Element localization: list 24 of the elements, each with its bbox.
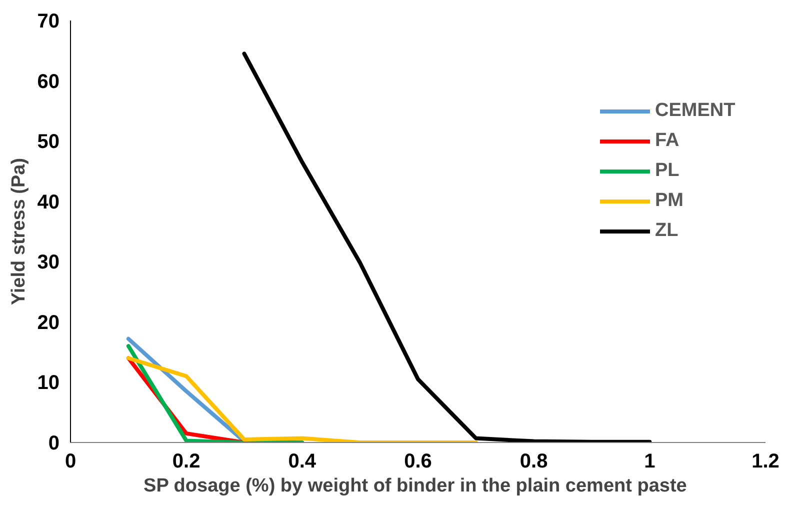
y-tick-label: 70 xyxy=(37,10,60,32)
legend-label: ZL xyxy=(655,220,678,242)
y-tick-label: 40 xyxy=(37,191,60,214)
x-tick-label: 0.4 xyxy=(288,450,317,472)
y-tick-label: 60 xyxy=(37,70,60,93)
legend-label: PL xyxy=(655,160,680,182)
legend-label: FA xyxy=(655,130,680,152)
x-tick-label: 1 xyxy=(644,450,656,472)
x-axis-title: SP dosage (%) by weight of binder in the plain cement paste xyxy=(144,476,687,496)
y-tick-label: 0 xyxy=(48,432,60,454)
line-series xyxy=(242,52,652,442)
y-tick-label: 30 xyxy=(37,252,60,274)
x-tick-label: 1.2 xyxy=(752,450,780,472)
legend-label: CEMENT xyxy=(655,100,736,122)
y-tick-label: 10 xyxy=(37,372,60,394)
y-tick-label: 20 xyxy=(37,312,60,334)
y-axis-title: Yield stress (Pa) xyxy=(8,158,30,306)
y-tick-label: 50 xyxy=(37,131,60,154)
x-tick-label: 0.8 xyxy=(520,450,548,472)
x-tick-label: 0.2 xyxy=(172,450,200,472)
x-tick-label: 0.6 xyxy=(404,450,432,472)
legend-label: PM xyxy=(655,190,684,212)
line-series xyxy=(126,356,478,442)
x-tick-label: 0 xyxy=(64,450,76,472)
